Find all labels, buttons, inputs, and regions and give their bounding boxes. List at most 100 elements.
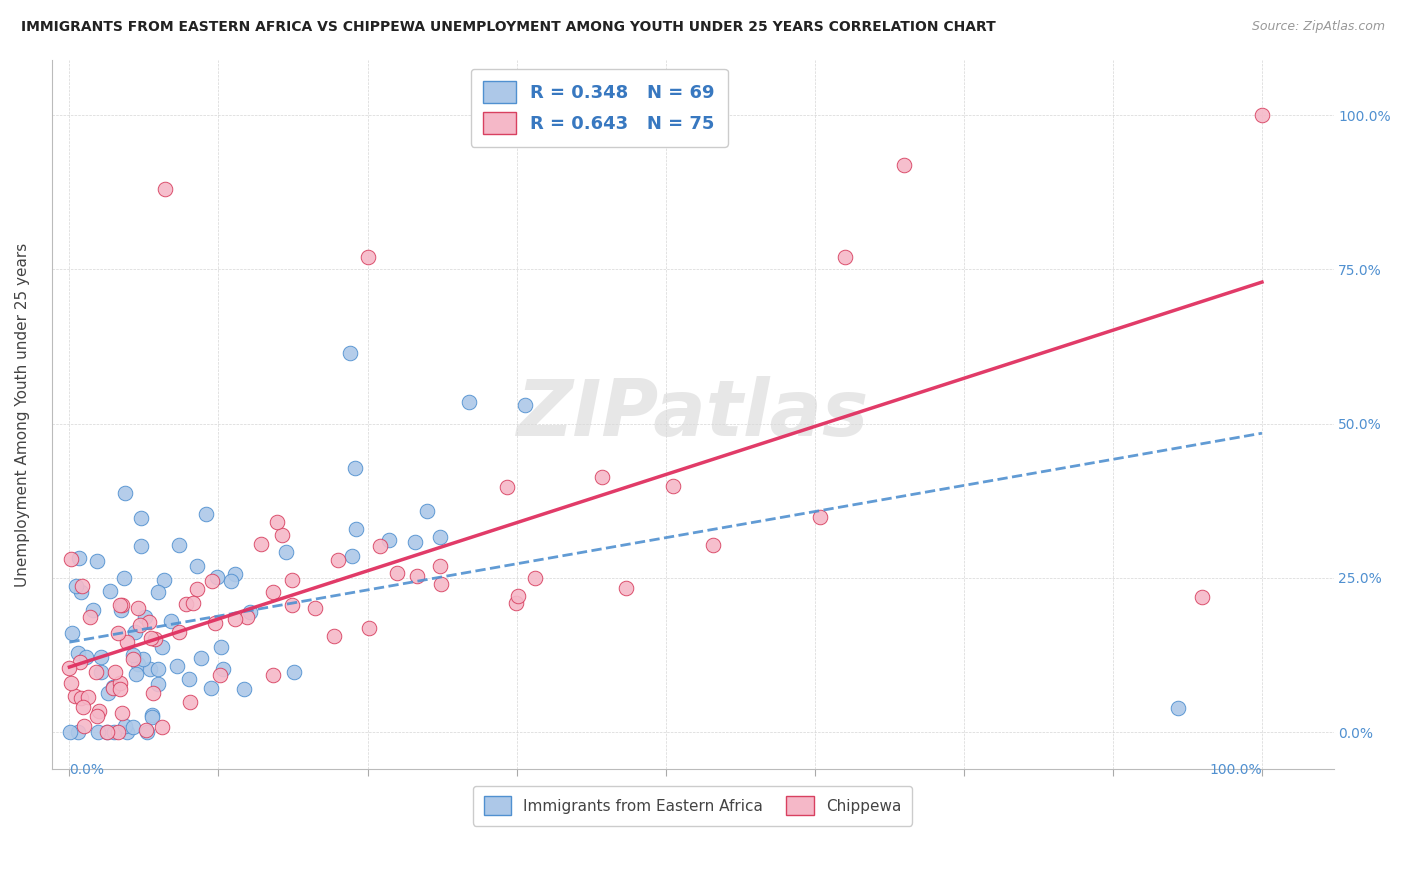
Point — [266, 515, 288, 529]
Point — [304, 601, 326, 615]
Point — [90, 665, 112, 680]
Point — [59, 676, 82, 690]
Point — [146, 677, 169, 691]
Point — [167, 538, 190, 552]
Point — [356, 250, 378, 264]
Point — [323, 629, 346, 643]
Point — [142, 686, 165, 700]
Point — [135, 723, 157, 737]
Point — [139, 631, 162, 645]
Point — [104, 665, 127, 680]
Point — [58, 661, 80, 675]
Point — [513, 398, 536, 412]
Point — [62, 625, 84, 640]
Point — [66, 725, 89, 739]
Point — [129, 511, 152, 525]
Point — [200, 681, 222, 696]
Point — [271, 528, 294, 542]
Point — [406, 569, 429, 583]
Point — [167, 624, 190, 639]
Point — [224, 567, 246, 582]
Point — [281, 574, 304, 588]
Point — [107, 626, 129, 640]
Text: IMMIGRANTS FROM EASTERN AFRICA VS CHIPPEWA UNEMPLOYMENT AMONG YOUTH UNDER 25 YEA: IMMIGRANTS FROM EASTERN AFRICA VS CHIPPE… — [21, 20, 995, 34]
Point — [97, 685, 120, 699]
Point — [385, 566, 408, 580]
Point — [236, 610, 259, 624]
Point — [134, 610, 156, 624]
Point — [262, 667, 284, 681]
Point — [377, 533, 399, 548]
Point — [276, 545, 298, 559]
Point — [77, 690, 100, 705]
Point — [112, 571, 135, 585]
Point — [72, 718, 94, 732]
Point — [141, 710, 163, 724]
Point — [125, 666, 148, 681]
Point — [128, 618, 150, 632]
Point — [70, 579, 93, 593]
Point — [138, 615, 160, 630]
Point — [416, 504, 439, 518]
Point — [96, 725, 118, 739]
Legend: Immigrants from Eastern Africa, Chippewa: Immigrants from Eastern Africa, Chippewa — [472, 786, 912, 825]
Point — [90, 650, 112, 665]
Point — [186, 558, 208, 573]
Point — [87, 704, 110, 718]
Point — [69, 656, 91, 670]
Point — [65, 579, 87, 593]
Point — [283, 665, 305, 680]
Point — [359, 621, 381, 635]
Point — [1251, 108, 1274, 122]
Point — [146, 585, 169, 599]
Point — [211, 662, 233, 676]
Point — [86, 709, 108, 723]
Point — [139, 662, 162, 676]
Point — [209, 640, 232, 654]
Point — [808, 510, 831, 524]
Point — [108, 675, 131, 690]
Point — [344, 461, 367, 475]
Point — [108, 598, 131, 612]
Point — [893, 157, 915, 171]
Point — [179, 695, 201, 709]
Point — [108, 681, 131, 696]
Point — [84, 665, 107, 679]
Point — [186, 582, 208, 596]
Point — [495, 480, 517, 494]
Point — [114, 486, 136, 500]
Point — [524, 571, 547, 585]
Y-axis label: Unemployment Among Youth under 25 years: Unemployment Among Youth under 25 years — [15, 243, 30, 587]
Point — [344, 522, 367, 536]
Point — [834, 250, 856, 264]
Point — [205, 570, 228, 584]
Point — [233, 681, 256, 696]
Point — [107, 725, 129, 739]
Point — [176, 597, 198, 611]
Point — [98, 583, 121, 598]
Point — [127, 657, 149, 671]
Point — [505, 596, 527, 610]
Point — [146, 662, 169, 676]
Point — [1167, 700, 1189, 714]
Point — [224, 612, 246, 626]
Point — [72, 699, 94, 714]
Point — [179, 672, 201, 686]
Point — [166, 659, 188, 673]
Point — [75, 649, 97, 664]
Point — [122, 648, 145, 663]
Point — [219, 574, 242, 588]
Point — [159, 614, 181, 628]
Point — [204, 615, 226, 630]
Point — [82, 603, 104, 617]
Point — [339, 345, 361, 359]
Text: 0.0%: 0.0% — [69, 763, 104, 777]
Point — [141, 708, 163, 723]
Point — [150, 640, 173, 654]
Point — [131, 652, 153, 666]
Text: 100.0%: 100.0% — [1209, 763, 1263, 777]
Point — [58, 725, 80, 739]
Point — [70, 585, 93, 599]
Text: Source: ZipAtlas.com: Source: ZipAtlas.com — [1251, 20, 1385, 33]
Point — [153, 182, 176, 196]
